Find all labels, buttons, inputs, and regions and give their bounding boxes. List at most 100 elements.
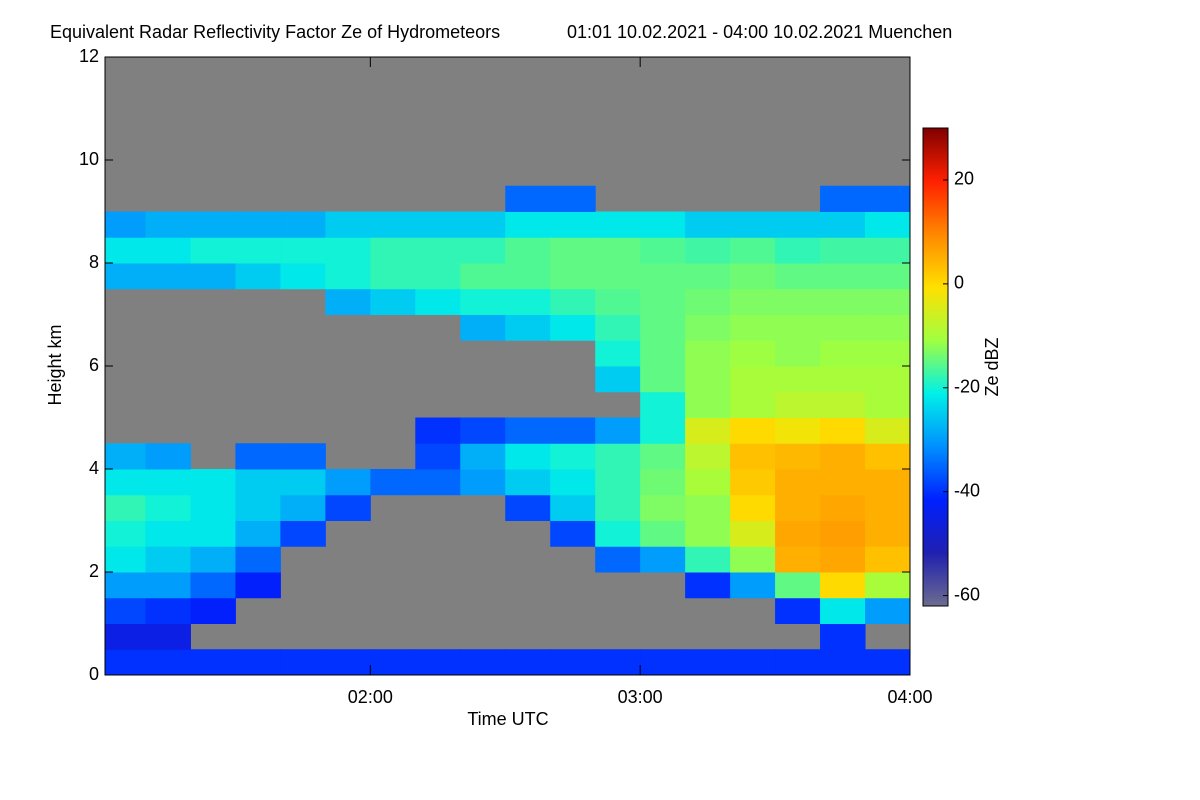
heat-cell [640, 314, 686, 341]
heat-cell [640, 391, 686, 418]
heat-cell [505, 469, 551, 496]
heat-cell [415, 469, 461, 496]
heat-cell [235, 211, 281, 238]
heat-cell [325, 494, 371, 521]
heat-cell [640, 288, 686, 315]
heat-cell [105, 572, 146, 599]
heat-cell [280, 649, 326, 675]
heat-cell [550, 417, 596, 444]
y-tick-label: 0 [89, 664, 99, 684]
heat-cell [280, 211, 326, 238]
heat-cell [775, 546, 821, 573]
heat-cell [820, 340, 866, 367]
heat-cell [640, 211, 686, 238]
heat-cell [190, 263, 236, 290]
heat-cell [415, 649, 461, 675]
heat-cell [730, 314, 776, 341]
heat-cell [775, 649, 821, 675]
heat-cell [235, 443, 281, 470]
heat-cell [685, 263, 731, 290]
heat-cell [105, 520, 146, 547]
heat-cell [865, 520, 910, 547]
heat-cell [820, 237, 866, 264]
heat-cell [550, 237, 596, 264]
colorbar [922, 127, 949, 607]
heat-cell [730, 391, 776, 418]
heat-cell [730, 288, 776, 315]
heat-cell [415, 417, 461, 444]
heat-cell [235, 494, 281, 521]
x-tick-label: 03:00 [618, 687, 663, 707]
heat-cell [865, 391, 910, 418]
heat-cell [685, 288, 731, 315]
heat-cell [640, 649, 686, 675]
y-tick-label: 4 [89, 458, 99, 478]
heat-cell [775, 211, 821, 238]
heat-cell [775, 572, 821, 599]
heat-cell [685, 340, 731, 367]
heat-cell [685, 314, 731, 341]
heat-cell [460, 417, 506, 444]
heat-cell [190, 520, 236, 547]
heat-cell [415, 263, 461, 290]
heat-cell [595, 469, 641, 496]
heat-cell [235, 546, 281, 573]
colorbar-tick-label: -40 [954, 480, 980, 500]
heat-cell [460, 211, 506, 238]
heat-cell [550, 211, 596, 238]
heat-cell [775, 340, 821, 367]
heat-cell [640, 366, 686, 393]
heat-cell [820, 185, 866, 212]
heat-cell [145, 494, 191, 521]
heat-cell [595, 314, 641, 341]
colorbar-tick-label: -20 [954, 377, 980, 397]
heat-cell [190, 469, 236, 496]
heat-cell [685, 417, 731, 444]
heat-cell [105, 623, 146, 650]
heat-cell [145, 443, 191, 470]
heat-cell [370, 649, 416, 675]
heat-cell [595, 546, 641, 573]
heat-cell [325, 288, 371, 315]
heat-cell [685, 572, 731, 599]
heat-cell [685, 443, 731, 470]
heat-cell [685, 469, 731, 496]
heat-cell [505, 314, 551, 341]
heat-cell [190, 546, 236, 573]
heat-cell [145, 623, 191, 650]
heat-cell [105, 649, 146, 675]
heat-cell [235, 572, 281, 599]
heat-cell [820, 649, 866, 675]
heat-cell [235, 237, 281, 264]
heat-cell [685, 494, 731, 521]
heat-cell [105, 237, 146, 264]
heat-cell [730, 211, 776, 238]
heat-cell [820, 417, 866, 444]
heat-cell [190, 237, 236, 264]
heat-cell [865, 288, 910, 315]
heat-cell [325, 211, 371, 238]
heat-cell [145, 469, 191, 496]
heat-cell [550, 494, 596, 521]
heat-cell [685, 211, 731, 238]
heat-cell [820, 494, 866, 521]
heat-cell [865, 185, 910, 212]
heat-cell [730, 366, 776, 393]
colorbar-label: Ze dBZ [982, 337, 1002, 396]
heat-cell [505, 185, 551, 212]
heat-cell [505, 417, 551, 444]
heat-cell [145, 520, 191, 547]
heat-cell [775, 520, 821, 547]
heat-cell [865, 443, 910, 470]
heat-cell [415, 443, 461, 470]
heat-cell [775, 469, 821, 496]
heat-cell [730, 546, 776, 573]
heat-cell [595, 494, 641, 521]
heat-cell [460, 237, 506, 264]
heat-cell [105, 469, 146, 496]
heat-cell [325, 469, 371, 496]
heat-cell [640, 417, 686, 444]
heat-cell [730, 649, 776, 675]
heat-cell [505, 288, 551, 315]
heat-cell [775, 494, 821, 521]
